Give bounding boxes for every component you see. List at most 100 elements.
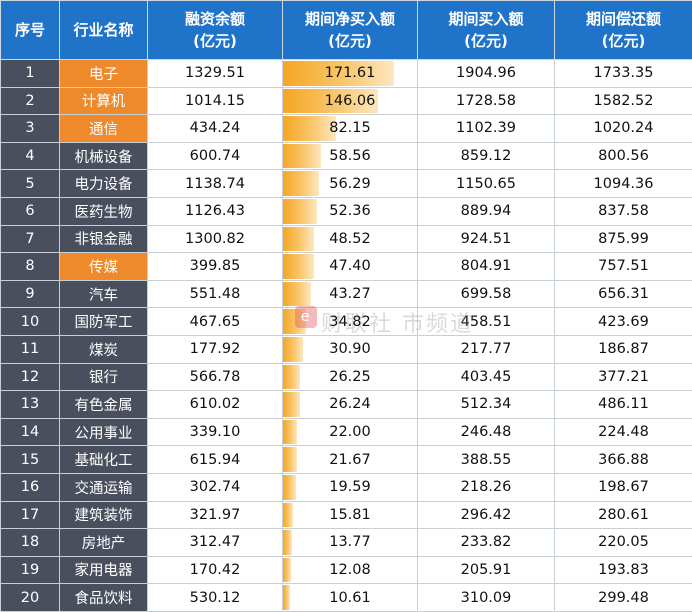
repay-cell: 1020.24 <box>555 115 692 143</box>
net-buy-value: 171.61 <box>325 65 376 81</box>
net-buy-bar <box>283 282 311 307</box>
net-buy-bar <box>283 254 314 279</box>
net-buy-cell: 82.15 <box>283 115 418 143</box>
row-index-cell: 14 <box>1 418 60 446</box>
net-buy-cell: 58.56 <box>283 142 418 170</box>
buy-cell: 512.34 <box>418 391 555 419</box>
industry-name-cell: 公用事业 <box>60 418 148 446</box>
net-buy-value: 58.56 <box>329 148 371 164</box>
net-buy-bar <box>283 447 297 472</box>
row-index-cell: 3 <box>1 115 60 143</box>
industry-name-cell: 非银金融 <box>60 225 148 253</box>
repay-cell: 280.61 <box>555 501 692 529</box>
buy-cell: 403.45 <box>418 363 555 391</box>
buy-cell: 924.51 <box>418 225 555 253</box>
buy-cell: 699.58 <box>418 280 555 308</box>
row-index-cell: 12 <box>1 363 60 391</box>
balance-cell: 321.97 <box>148 501 283 529</box>
balance-cell: 1014.15 <box>148 87 283 115</box>
row-index-cell: 18 <box>1 529 60 557</box>
net-buy-value: 12.08 <box>329 562 371 578</box>
net-buy-bar <box>283 420 297 445</box>
net-buy-value: 19.59 <box>329 479 371 495</box>
net-buy-cell: 56.29 <box>283 170 418 198</box>
balance-cell: 302.74 <box>148 473 283 501</box>
balance-cell: 600.74 <box>148 142 283 170</box>
row-index-cell: 13 <box>1 391 60 419</box>
buy-cell: 1150.65 <box>418 170 555 198</box>
industry-name-cell: 有色金属 <box>60 391 148 419</box>
net-buy-bar <box>283 503 293 528</box>
repay-cell: 224.48 <box>555 418 692 446</box>
balance-cell: 434.24 <box>148 115 283 143</box>
net-buy-value: 43.27 <box>329 286 371 302</box>
industry-name-cell: 汽车 <box>60 280 148 308</box>
industry-name-cell: 机械设备 <box>60 142 148 170</box>
net-buy-bar <box>283 365 300 390</box>
col-header-balance: 融资余额 (亿元) <box>148 1 283 60</box>
net-buy-value: 52.36 <box>329 203 371 219</box>
repay-cell: 757.51 <box>555 253 692 281</box>
balance-cell: 312.47 <box>148 529 283 557</box>
net-buy-cell: 47.40 <box>283 253 418 281</box>
net-buy-bar <box>283 530 292 555</box>
buy-cell: 889.94 <box>418 197 555 225</box>
net-buy-bar <box>283 475 296 500</box>
net-buy-value: 13.77 <box>329 534 371 550</box>
buy-cell: 1904.96 <box>418 60 555 88</box>
row-index-cell: 19 <box>1 556 60 584</box>
buy-cell: 246.48 <box>418 418 555 446</box>
balance-cell: 1126.43 <box>148 197 283 225</box>
balance-cell: 177.92 <box>148 335 283 363</box>
industry-name-cell: 电子 <box>60 60 148 88</box>
repay-cell: 1582.52 <box>555 87 692 115</box>
net-buy-value: 15.81 <box>329 507 371 523</box>
industry-name-cell: 房地产 <box>60 529 148 557</box>
col-header-industry: 行业名称 <box>60 1 148 60</box>
repay-cell: 193.83 <box>555 556 692 584</box>
repay-cell: 377.21 <box>555 363 692 391</box>
industry-name-cell: 交通运输 <box>60 473 148 501</box>
net-buy-cell: 10.61 <box>283 584 418 612</box>
row-index-cell: 15 <box>1 446 60 474</box>
repay-cell: 186.87 <box>555 335 692 363</box>
industry-name-cell: 建筑装饰 <box>60 501 148 529</box>
industry-name-cell: 银行 <box>60 363 148 391</box>
buy-cell: 804.91 <box>418 253 555 281</box>
net-buy-value: 56.29 <box>329 176 371 192</box>
net-buy-bar <box>283 144 321 169</box>
industry-name-cell: 煤炭 <box>60 335 148 363</box>
net-buy-value: 146.06 <box>325 93 376 109</box>
balance-cell: 615.94 <box>148 446 283 474</box>
net-buy-cell: 19.59 <box>283 473 418 501</box>
buy-cell: 310.09 <box>418 584 555 612</box>
industry-name-cell: 计算机 <box>60 87 148 115</box>
row-index-cell: 10 <box>1 308 60 336</box>
row-index-cell: 2 <box>1 87 60 115</box>
net-buy-bar <box>283 585 290 610</box>
row-index-cell: 7 <box>1 225 60 253</box>
industry-name-cell: 食品饮料 <box>60 584 148 612</box>
net-buy-value: 47.40 <box>329 258 371 274</box>
balance-cell: 170.42 <box>148 556 283 584</box>
row-index-cell: 6 <box>1 197 60 225</box>
net-buy-cell: 171.61 <box>283 60 418 88</box>
col-header-net-buy: 期间净买入额 (亿元) <box>283 1 418 60</box>
net-buy-cell: 34.82 <box>283 308 418 336</box>
balance-cell: 1138.74 <box>148 170 283 198</box>
repay-cell: 800.56 <box>555 142 692 170</box>
